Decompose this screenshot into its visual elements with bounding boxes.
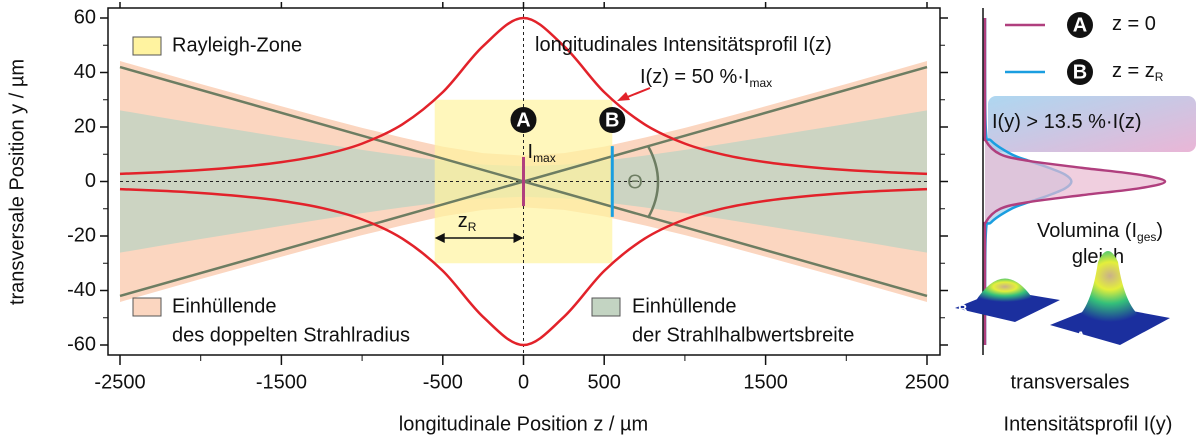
y-axis-label: transversale Position y / µm (6, 59, 28, 305)
legend-label: Einhüllende (632, 295, 737, 317)
legend-label: Einhüllende (172, 295, 277, 317)
marker-badge-label: B (605, 109, 619, 131)
y-tick-label: 20 (74, 115, 96, 137)
marker-badge-label: A (516, 109, 530, 131)
legend-label: z = zR (1112, 60, 1164, 84)
x-tick-label: -500 (423, 371, 463, 393)
marker-badge-label: B (1073, 61, 1087, 83)
annotation-text: longitudinales Intensitätsprofil I(z) (535, 34, 832, 56)
zr-label-text: z (458, 210, 468, 232)
annotation: I(z) = 50 %·Imax (640, 66, 772, 90)
annotation: I(y) > 13.5 %·I(z) (992, 111, 1141, 133)
annotation-text: I(z) = 50 %·I (640, 66, 749, 88)
legend-swatch (133, 37, 161, 55)
x-tick-label: 500 (588, 371, 621, 393)
imax-label-sub: max (533, 151, 556, 165)
x-tick-label: -2500 (94, 371, 145, 393)
x-tick-label: 1500 (743, 371, 788, 393)
annotation-text: Volumina (I (1037, 220, 1137, 242)
x-axis-label: transversales (1011, 371, 1130, 393)
legend-label-text: z = 0 (1112, 13, 1156, 35)
x-tick-label: 2500 (905, 371, 950, 393)
annotation: longitudinales Intensitätsprofil I(z) (535, 34, 832, 56)
x-tick-label: -1500 (256, 371, 307, 393)
y-tick-label: 0 (85, 170, 96, 192)
y-tick-label: -20 (67, 224, 96, 246)
surface-label: B (958, 301, 967, 316)
surface-label: A (1076, 328, 1086, 343)
legend-label-text: z = z (1112, 60, 1155, 82)
theta-label: Θ (627, 171, 643, 193)
legend-label: der Strahlhalbwertsbreite (632, 324, 854, 346)
y-tick-label: -40 (67, 279, 96, 301)
legend-label-sub: R (1155, 70, 1164, 84)
legend-label: Rayleigh-Zone (172, 34, 302, 56)
annotation: Volumina (Iges) (1037, 220, 1163, 244)
arrow-head (617, 92, 630, 101)
zr-label-sub: R (468, 220, 477, 234)
figure: AImaxBΘzRlongitudinales Intensitätsprofi… (0, 0, 1204, 445)
x-axis-label: Intensitätsprofil I(y) (1004, 413, 1173, 435)
legend-label: des doppelten Strahlradius (172, 324, 410, 346)
annotation-tail: ) (1156, 220, 1163, 242)
y-tick-label: 40 (74, 61, 96, 83)
legend-swatch (592, 298, 620, 316)
annotation-sub: ges (1137, 230, 1156, 244)
marker-badge-label: A (1073, 14, 1087, 36)
annotation-arrow (625, 88, 650, 98)
annotation-text: I(y) > 13.5 %·I(z) (992, 111, 1141, 133)
x-axis-label: longitudinale Position z / µm (399, 413, 648, 435)
annotation-sub: max (749, 76, 772, 90)
legend-swatch (133, 298, 161, 316)
legend-label: z = 0 (1112, 13, 1156, 35)
x-tick-label: 0 (518, 371, 529, 393)
y-tick-label: -60 (67, 333, 96, 355)
y-tick-label: 60 (74, 6, 96, 28)
